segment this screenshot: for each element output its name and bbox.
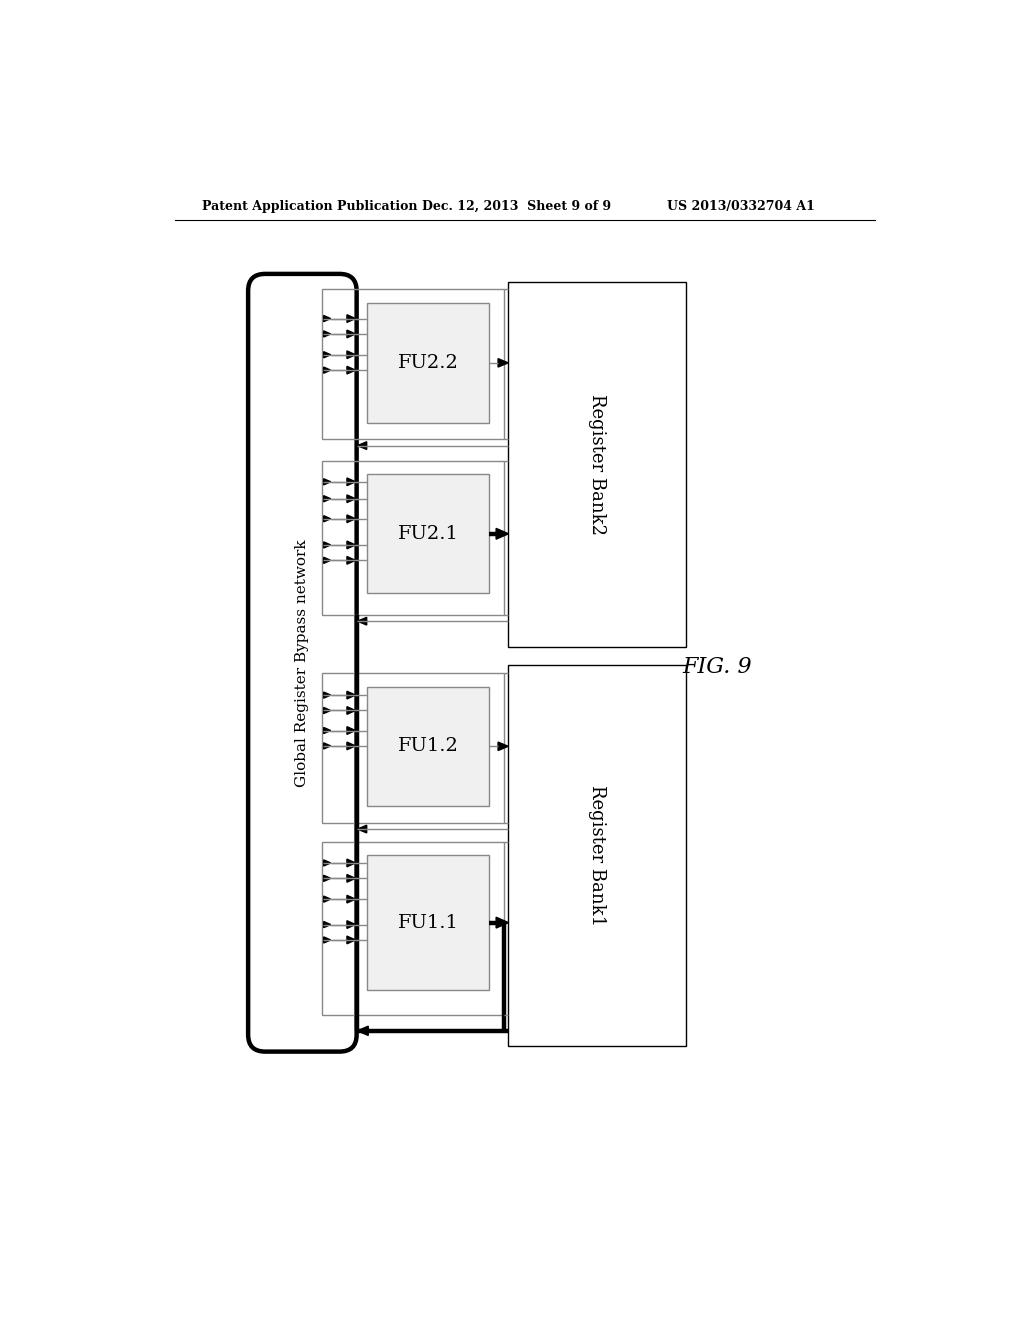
Bar — [367, 304, 489, 422]
Polygon shape — [496, 528, 509, 539]
Bar — [322, 289, 504, 440]
Polygon shape — [324, 331, 331, 337]
Polygon shape — [324, 859, 331, 866]
Polygon shape — [324, 543, 331, 548]
Polygon shape — [496, 917, 509, 928]
Polygon shape — [324, 315, 331, 322]
Bar — [367, 855, 489, 990]
Polygon shape — [347, 478, 355, 486]
Polygon shape — [324, 727, 331, 734]
Polygon shape — [347, 921, 355, 928]
Polygon shape — [324, 896, 331, 903]
Polygon shape — [347, 726, 355, 734]
Text: FIG. 9: FIG. 9 — [682, 656, 752, 677]
Polygon shape — [347, 742, 355, 750]
Text: Register Bank1: Register Bank1 — [588, 785, 606, 927]
Polygon shape — [324, 516, 331, 521]
Polygon shape — [347, 859, 355, 867]
Text: Global Register Bypass network: Global Register Bypass network — [295, 539, 309, 787]
Polygon shape — [347, 706, 355, 714]
Polygon shape — [324, 496, 331, 502]
Polygon shape — [347, 874, 355, 882]
Polygon shape — [347, 367, 355, 374]
Text: Patent Application Publication: Patent Application Publication — [202, 199, 417, 213]
Polygon shape — [324, 351, 331, 358]
Bar — [322, 461, 504, 615]
Polygon shape — [324, 479, 331, 484]
Polygon shape — [357, 1026, 369, 1035]
Polygon shape — [324, 367, 331, 374]
Text: FU2.1: FU2.1 — [397, 525, 459, 543]
Polygon shape — [347, 557, 355, 564]
Polygon shape — [498, 742, 508, 751]
Polygon shape — [347, 314, 355, 322]
Polygon shape — [324, 708, 331, 714]
Bar — [367, 686, 489, 807]
Polygon shape — [324, 692, 331, 698]
Text: Dec. 12, 2013  Sheet 9 of 9: Dec. 12, 2013 Sheet 9 of 9 — [423, 199, 611, 213]
Text: US 2013/0332704 A1: US 2013/0332704 A1 — [667, 199, 814, 213]
Polygon shape — [347, 330, 355, 338]
Bar — [322, 842, 504, 1015]
Polygon shape — [347, 936, 355, 944]
Polygon shape — [324, 557, 331, 564]
Polygon shape — [357, 618, 367, 626]
Polygon shape — [347, 351, 355, 359]
Polygon shape — [347, 895, 355, 903]
Bar — [367, 474, 489, 594]
Polygon shape — [347, 495, 355, 503]
Text: FU1.1: FU1.1 — [397, 913, 459, 932]
Text: FU1.2: FU1.2 — [397, 738, 459, 755]
Polygon shape — [357, 825, 367, 833]
Polygon shape — [498, 359, 508, 367]
Polygon shape — [324, 743, 331, 748]
Polygon shape — [357, 442, 367, 449]
Polygon shape — [324, 921, 331, 928]
Polygon shape — [347, 541, 355, 549]
Polygon shape — [324, 875, 331, 882]
Polygon shape — [347, 515, 355, 523]
Bar — [322, 673, 504, 822]
Text: FU2.2: FU2.2 — [397, 354, 459, 372]
Polygon shape — [324, 937, 331, 942]
Polygon shape — [347, 692, 355, 700]
Bar — [508, 665, 686, 1047]
Bar — [508, 281, 686, 647]
Text: Register Bank2: Register Bank2 — [588, 393, 606, 535]
